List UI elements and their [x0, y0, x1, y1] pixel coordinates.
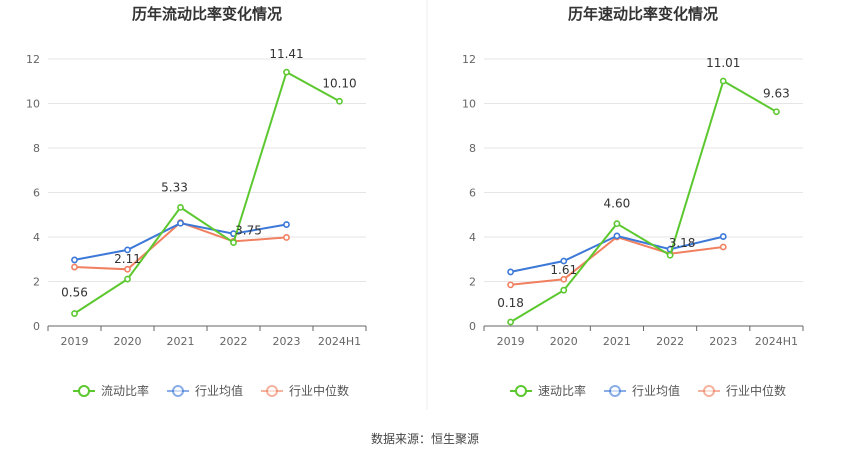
legend-item[interactable]: 行业中位数: [261, 383, 349, 398]
y-tick-label: 10: [26, 98, 40, 111]
chart-panel-2: 历年速动比率变化情况 0 2 4 6 8 10 12 2019 2020 2021 2022 2023 2…: [462, 5, 804, 398]
legend-item[interactable]: 行业均值: [167, 383, 243, 398]
legend-marker-icon: [78, 385, 90, 397]
data-point: [560, 275, 568, 283]
y-tick-label: 6: [33, 187, 40, 200]
y-tick-label: 6: [469, 187, 476, 200]
y-tick-label: 12: [462, 53, 476, 66]
data-point: [719, 243, 727, 251]
x-tick-label: 2022: [656, 335, 684, 348]
x-tick-label: 2021: [603, 335, 631, 348]
data-label: 1.61: [550, 263, 577, 277]
legend-label: 行业均值: [632, 383, 680, 398]
data-point: [336, 97, 343, 105]
x-tick-label: 2019: [497, 335, 525, 348]
legend-marker-icon: [515, 385, 527, 397]
data-point: [283, 221, 290, 228]
data-label: 0.18: [497, 296, 524, 310]
data-point: [507, 318, 514, 326]
x-tick-label: 2023: [709, 335, 737, 348]
x-tick-label: 2020: [550, 335, 578, 348]
data-label: 5.33: [161, 180, 188, 194]
data-label: 11.41: [269, 47, 303, 61]
data-point: [613, 232, 621, 240]
x-tick-label: 2020: [114, 335, 142, 348]
x-tick-label: 2024H1: [318, 335, 361, 348]
data-point: [124, 246, 131, 254]
data-point: [560, 286, 568, 294]
data-point: [71, 263, 78, 271]
legend-label: 速动比率: [538, 383, 586, 398]
data-point: [230, 239, 237, 246]
data-label: 11.01: [706, 56, 740, 70]
source-note: 数据来源：恒生聚源: [371, 431, 479, 446]
series-line: [73, 70, 340, 315]
data-label: 3.18: [669, 236, 696, 250]
data-point: [666, 251, 674, 259]
legend-label: 行业均值: [195, 383, 243, 398]
legend-item[interactable]: 行业中位数: [698, 383, 786, 398]
data-label: 10.10: [322, 76, 356, 90]
legend-label: 流动比率: [101, 383, 149, 398]
x-tick-label: 2022: [220, 335, 248, 348]
data-label: 9.63: [763, 87, 790, 101]
data-point: [773, 108, 780, 116]
data-point: [177, 204, 184, 211]
y-tick-label: 0: [33, 320, 40, 333]
legend-item[interactable]: 速动比率: [510, 383, 586, 398]
data-point: [283, 234, 290, 241]
y-tick-label: 10: [462, 98, 476, 111]
x-tick-label: 2019: [61, 335, 89, 348]
y-tick-label: 0: [469, 320, 476, 333]
data-point: [71, 256, 78, 264]
legend-label: 行业中位数: [289, 383, 349, 398]
x-tick-label: 2023: [273, 335, 301, 348]
data-point: [124, 265, 131, 273]
legend-marker-icon: [609, 385, 621, 397]
chart-title: 历年速动比率变化情况: [568, 5, 718, 23]
chart-title: 历年流动比率变化情况: [132, 5, 282, 23]
y-tick-label: 8: [33, 142, 40, 155]
y-tick-label: 2: [469, 276, 476, 289]
x-tick-label: 2021: [167, 335, 195, 348]
legend-label: 行业中位数: [726, 383, 786, 398]
data-label: 0.56: [61, 286, 88, 300]
y-tick-label: 4: [33, 231, 40, 244]
data-point: [124, 275, 131, 283]
data-label: 4.60: [604, 197, 631, 211]
data-point: [71, 310, 78, 317]
data-point: [507, 268, 514, 276]
y-tick-label: 12: [26, 53, 40, 66]
series-line: [510, 79, 777, 323]
legend-item[interactable]: 流动比率: [73, 383, 149, 398]
y-tick-label: 2: [33, 276, 40, 289]
data-point: [560, 257, 568, 265]
data-point: [177, 219, 184, 227]
legend-item[interactable]: 行业均值: [604, 383, 680, 398]
legend-marker-icon: [172, 385, 184, 397]
data-label: 2.11: [114, 252, 141, 266]
legend-marker-icon: [266, 385, 278, 397]
data-point: [507, 281, 514, 289]
data-point: [613, 220, 621, 228]
data-point: [283, 68, 290, 76]
data-point: [719, 77, 727, 85]
data-label: 3.75: [235, 224, 262, 238]
y-tick-label: 4: [469, 231, 476, 244]
x-tick-label: 2024H1: [755, 335, 798, 348]
legend-marker-icon: [703, 385, 715, 397]
y-tick-label: 8: [469, 142, 476, 155]
data-point: [719, 233, 727, 240]
chart-panel-1: 历年流动比率变化情况 0 2 4 6 8 10 12 2019 2020 2021 2022 2023 2…: [26, 5, 367, 398]
